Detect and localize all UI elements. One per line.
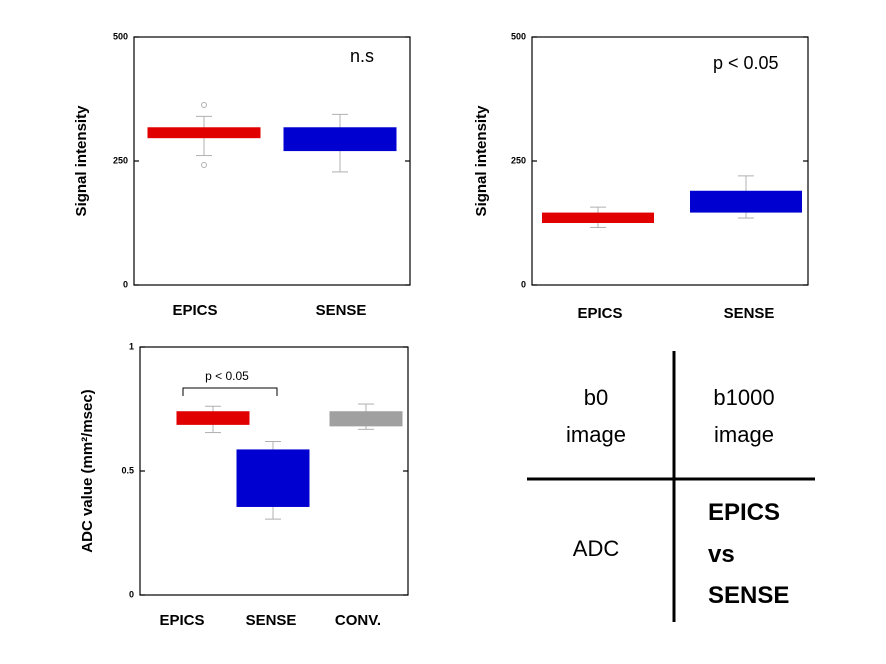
y-axis-label: Signal intensity bbox=[73, 105, 90, 217]
y-tick-label: 1 bbox=[129, 341, 134, 351]
y-tick-label: 0 bbox=[129, 589, 134, 599]
cell-compare-line3: SENSE bbox=[708, 582, 789, 609]
y-tick-label: 500 bbox=[511, 31, 526, 41]
y-tick-label: 0 bbox=[521, 279, 526, 289]
cell-compare-line1: EPICS bbox=[708, 499, 780, 526]
box-conv bbox=[329, 411, 403, 427]
cell-adc: ADC bbox=[573, 536, 620, 561]
y-tick-label: 0.5 bbox=[121, 465, 134, 475]
x-tick-label: EPICS bbox=[577, 305, 622, 322]
significance-annotation: p < 0.05 bbox=[713, 53, 779, 73]
y-axis-label: Signal intensity bbox=[473, 105, 490, 217]
x-tick-label: CONV. bbox=[335, 612, 381, 629]
cell-b0-image: image bbox=[566, 422, 626, 447]
y-tick-label: 250 bbox=[113, 155, 128, 165]
chart-adc: 0 0.5 1 EPICS SENSE CONV. ADC value (mm²/msec)… bbox=[79, 341, 409, 629]
significance-bracket bbox=[182, 387, 278, 396]
significance-annotation: n.s bbox=[350, 46, 374, 66]
outlier-point bbox=[201, 161, 207, 168]
box-sense bbox=[283, 127, 397, 152]
chart-signal-b0: 0 250 500 EPICS SENSE Signal intensity n.s bbox=[73, 31, 411, 319]
box-sense bbox=[236, 449, 310, 507]
x-tick-label: EPICS bbox=[172, 302, 217, 319]
outlier-point bbox=[201, 101, 207, 108]
cell-b0-label: b0 bbox=[584, 385, 608, 410]
y-axis-label: ADC value (mm²/msec) bbox=[79, 389, 96, 552]
legend-table: b0 image b1000 image ADC EPICS vs SENSE bbox=[527, 351, 815, 622]
x-tick-label: EPICS bbox=[159, 612, 204, 629]
box-epics bbox=[542, 212, 654, 223]
x-tick-label: SENSE bbox=[316, 302, 367, 319]
cell-b1000-image: image bbox=[714, 422, 774, 447]
x-tick-label: SENSE bbox=[246, 612, 297, 629]
box-epics bbox=[176, 411, 250, 425]
y-tick-label: 0 bbox=[123, 279, 128, 289]
plot-frame bbox=[133, 36, 411, 286]
x-tick-label: SENSE bbox=[724, 305, 775, 322]
significance-annotation: p < 0.05 bbox=[205, 369, 249, 383]
chart-signal-b1000: 0 250 500 EPICS SENSE Signal intensity p < 0.0… bbox=[473, 31, 809, 322]
y-tick-label: 250 bbox=[511, 155, 526, 165]
plot-frame bbox=[531, 36, 809, 286]
box-epics bbox=[147, 127, 261, 139]
y-tick-label: 500 bbox=[113, 31, 128, 41]
box-sense bbox=[690, 190, 802, 213]
cell-b1000-label: b1000 bbox=[713, 385, 774, 410]
cell-compare-line2: vs bbox=[708, 541, 735, 568]
